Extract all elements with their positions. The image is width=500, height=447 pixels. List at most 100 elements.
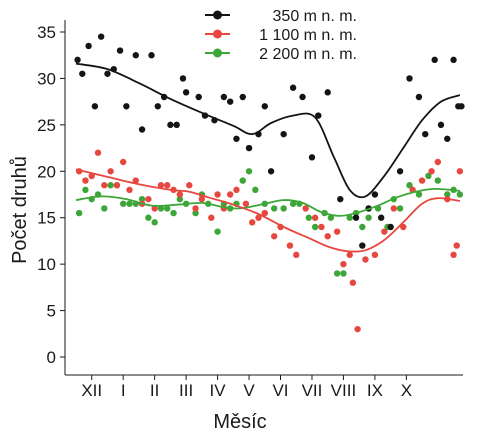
x-tick-label: IX	[367, 381, 383, 400]
data-point	[261, 103, 268, 110]
data-point	[286, 242, 294, 249]
data-point	[126, 186, 133, 194]
data-point	[170, 209, 177, 217]
data-point	[359, 242, 366, 249]
data-point	[242, 200, 250, 207]
data-point	[327, 214, 335, 221]
data-point	[456, 191, 464, 198]
legend-item-2200: 2 200 m n. m.	[205, 46, 357, 63]
legend: 350 m n. m. 1 100 m n. m. 2 200 m n. m.	[205, 8, 357, 63]
data-point	[248, 219, 256, 226]
data-point	[434, 177, 442, 184]
x-tick-label: VI	[272, 381, 288, 400]
data-point	[456, 168, 464, 175]
data-point	[116, 47, 124, 54]
data-point	[354, 325, 361, 333]
y-tick-label: 15	[37, 209, 56, 228]
data-point	[434, 158, 442, 166]
data-point	[145, 195, 152, 203]
data-point	[271, 233, 278, 240]
data-point	[293, 251, 300, 259]
data-point	[208, 214, 215, 221]
series-points-2	[75, 168, 464, 277]
data-point	[428, 168, 435, 175]
data-point	[289, 200, 297, 207]
data-point	[422, 130, 429, 138]
data-point	[233, 135, 240, 142]
data-point	[176, 191, 184, 198]
legend-marker-2200	[213, 48, 222, 58]
data-point	[450, 251, 457, 259]
data-point	[305, 214, 313, 221]
data-point	[74, 56, 81, 64]
data-point	[252, 186, 259, 194]
data-point	[333, 228, 341, 235]
data-point	[132, 177, 139, 184]
data-point	[308, 154, 316, 161]
data-point	[186, 182, 193, 189]
data-point	[119, 158, 127, 166]
trend-line-1	[75, 168, 461, 253]
data-point	[271, 205, 278, 212]
data-point	[151, 219, 158, 226]
data-point	[365, 214, 372, 221]
x-tick-label: VII	[302, 381, 323, 400]
data-point	[239, 93, 246, 101]
data-point	[157, 205, 165, 212]
data-point	[289, 84, 297, 91]
legend-item-1100: 1 100 m n. m.	[205, 27, 357, 44]
data-point	[101, 182, 108, 189]
y-tick-label: 10	[37, 255, 56, 274]
data-point	[311, 223, 319, 231]
data-point	[107, 182, 114, 189]
data-point	[151, 205, 158, 212]
data-point	[138, 126, 146, 133]
data-point	[453, 242, 460, 249]
data-point	[352, 214, 360, 221]
data-point	[195, 93, 202, 101]
data-point	[406, 75, 413, 82]
legend-item-350: 350 m n. m.	[205, 8, 357, 25]
x-tick-label: V	[243, 381, 255, 400]
y-ticks: 0 5 10 15 20 25 30 35	[37, 23, 65, 367]
x-tick-label: IV	[210, 381, 227, 400]
data-point	[387, 223, 394, 231]
trend-line-2	[75, 187, 460, 217]
data-point	[396, 205, 404, 212]
data-point	[192, 209, 199, 217]
data-point	[85, 42, 92, 50]
data-point	[406, 182, 413, 189]
data-point	[138, 195, 146, 203]
data-point	[94, 149, 102, 156]
data-point	[119, 200, 127, 207]
data-point	[226, 191, 234, 198]
data-point	[123, 103, 130, 110]
data-point	[82, 177, 89, 184]
y-tick-label: 0	[47, 348, 56, 367]
data-point	[101, 205, 108, 212]
data-point	[431, 56, 438, 64]
legend-marker-1100	[213, 29, 222, 39]
legend-label-1100: 1 100 m n. m.	[259, 27, 357, 44]
data-point	[104, 70, 111, 77]
y-tick-label: 35	[37, 23, 56, 42]
data-point	[97, 33, 105, 40]
x-tick-label: I	[121, 381, 126, 400]
data-point	[245, 168, 253, 175]
data-point	[214, 228, 221, 235]
data-point	[192, 205, 199, 212]
data-point	[154, 103, 162, 110]
y-tick-label: 25	[37, 116, 56, 135]
axes	[64, 20, 463, 376]
data-point	[157, 182, 165, 189]
data-point	[381, 228, 388, 235]
data-point	[346, 251, 353, 259]
legend-marker-350	[213, 10, 222, 20]
data-point	[182, 89, 190, 96]
data-point	[450, 56, 457, 64]
series-points-0	[74, 33, 465, 249]
data-point	[132, 52, 139, 59]
data-point	[444, 191, 451, 198]
data-point	[415, 93, 423, 101]
trend-lines	[75, 62, 461, 253]
